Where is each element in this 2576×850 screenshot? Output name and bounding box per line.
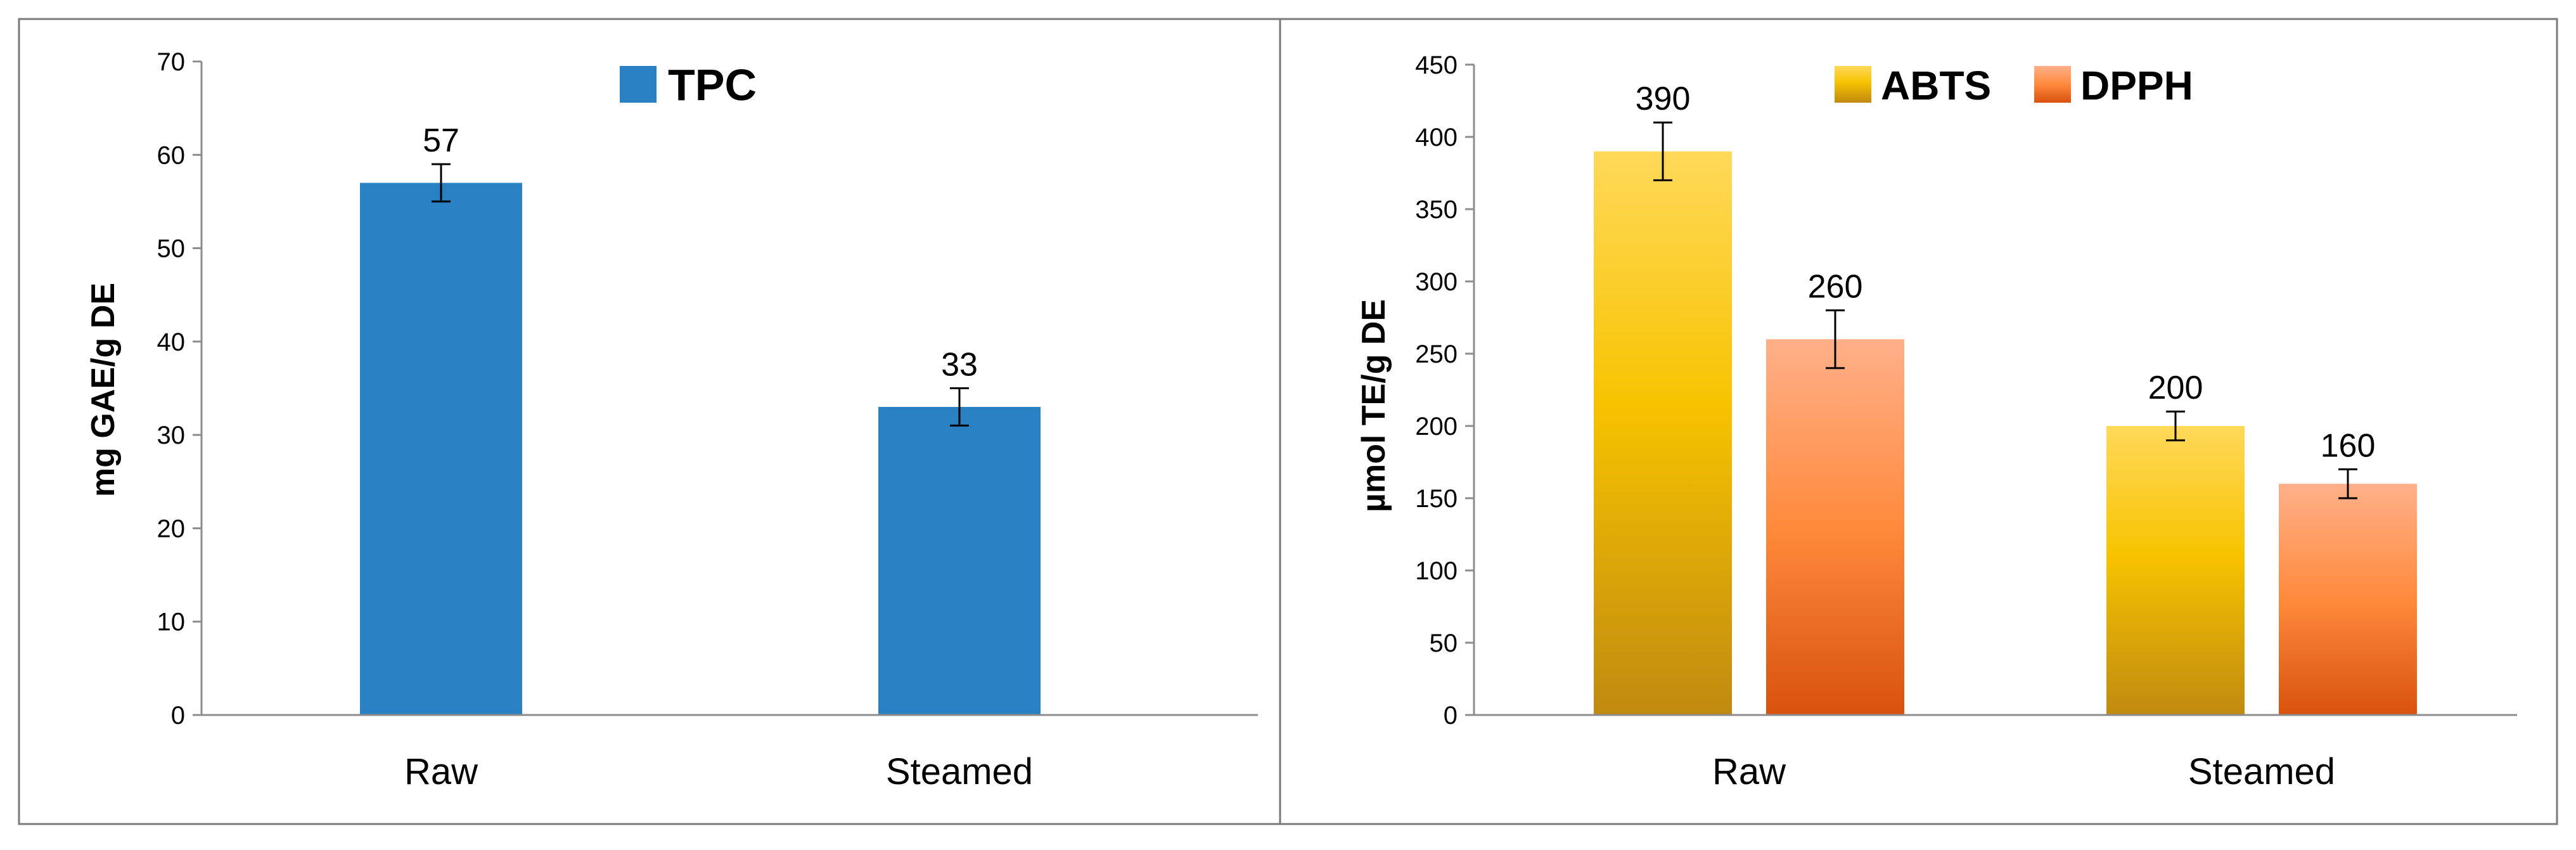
- y-tick-label: 30: [157, 422, 186, 449]
- data-label-abts-raw: 390: [1636, 80, 1691, 117]
- y-axis-label: µmol TE/g DE: [1355, 299, 1392, 512]
- y-tick-label: 70: [157, 48, 186, 76]
- chart-tpc: 57 33 0 10 20 30 40 50 60 70 Raw Steamed mg GAE/g…: [85, 48, 1258, 792]
- data-label-dpph-steamed: 160: [2321, 427, 2376, 464]
- bar-dpph-steamed: [2279, 484, 2417, 715]
- data-label-tpc-raw: 57: [423, 122, 459, 159]
- y-tick-label: 200: [1415, 413, 1458, 441]
- y-tick-label: 0: [171, 702, 185, 730]
- y-tick-label: 150: [1415, 485, 1458, 513]
- y-tick-label: 20: [157, 515, 186, 543]
- bar-dpph-raw: [1766, 339, 1904, 715]
- legend-label-abts: ABTS: [1881, 63, 1991, 108]
- y-axis-label: mg GAE/g DE: [85, 283, 122, 497]
- y-tick-label: 50: [157, 235, 186, 263]
- y-tick-label: 10: [157, 609, 186, 636]
- y-tick-label: 40: [157, 328, 186, 356]
- y-tick-label: 400: [1415, 124, 1458, 151]
- bar-abts-raw: [1594, 151, 1732, 716]
- legend-label-tpc: TPC: [668, 60, 757, 110]
- bar-abts-steamed: [2106, 426, 2245, 715]
- bar-tpc-steamed: [878, 406, 1041, 715]
- data-label-tpc-steamed: 33: [941, 347, 978, 383]
- y-tick-label: 300: [1415, 268, 1458, 296]
- x-category-label-steamed: Steamed: [2188, 751, 2335, 792]
- y-tick-label: 100: [1415, 557, 1458, 585]
- legend: ABTS DPPH: [1835, 63, 2193, 108]
- x-category-label-raw: Raw: [404, 751, 478, 792]
- y-tick-label: 350: [1415, 196, 1458, 224]
- x-category-label-steamed: Steamed: [886, 751, 1033, 792]
- y-tick-label: 50: [1430, 629, 1458, 657]
- legend: TPC: [620, 60, 757, 110]
- data-label-abts-steamed: 200: [2148, 370, 2203, 406]
- y-tick-label: 60: [157, 141, 186, 169]
- x-category-label-raw: Raw: [1712, 751, 1786, 792]
- legend-swatch-abts: [1835, 66, 1871, 103]
- y-tick-label: 450: [1415, 51, 1458, 79]
- panel-left-frame: [18, 18, 1281, 825]
- legend-swatch-dpph: [2034, 66, 2071, 103]
- legend-swatch-tpc: [620, 66, 657, 103]
- y-tick-label: 250: [1415, 340, 1458, 368]
- y-tick-label: 0: [1444, 702, 1458, 730]
- bar-tpc-raw: [360, 183, 522, 715]
- data-label-dpph-raw: 260: [1808, 269, 1863, 306]
- chart-abts-dpph: 390 200 260 160 0 50 100 150 200 250 300 350 400 450…: [1355, 51, 2517, 792]
- legend-label-dpph: DPPH: [2080, 63, 2193, 108]
